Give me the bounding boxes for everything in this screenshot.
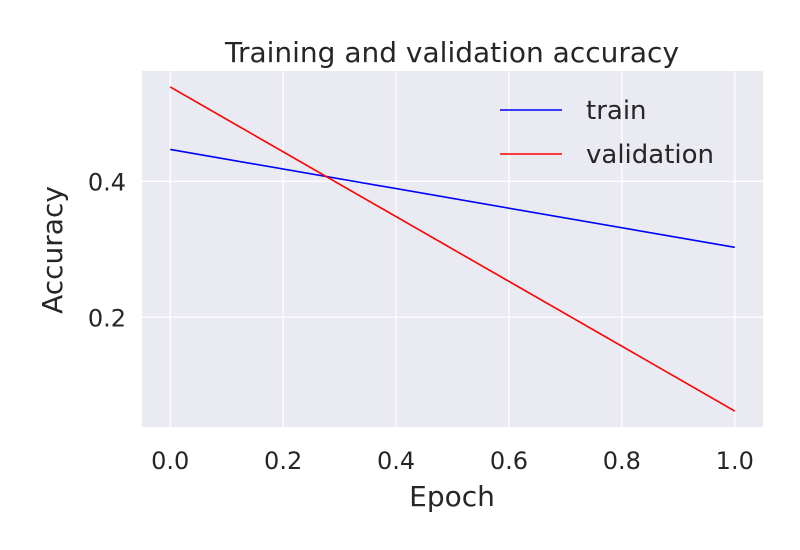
vertical-gridlines [169,71,736,427]
y-tick-label: 0.2 [88,304,126,332]
horizontal-gridlines [142,180,763,318]
y-axis-label: Accuracy [36,186,69,314]
x-tick-label: 0.4 [377,447,415,475]
x-tick-label: 0.2 [264,447,302,475]
x-tick-label: 0.6 [490,447,528,475]
series-line-train [170,148,735,249]
x-tick-labels: 0.0 0.2 0.4 0.6 0.8 1.0 [151,447,754,475]
x-axis-label: Epoch [409,480,495,513]
legend-label-validation: validation [586,140,714,170]
chart-title: Training and validation accuracy [224,36,679,69]
y-tick-label: 0.4 [88,168,126,196]
x-tick-label: 0.0 [151,447,189,475]
series-line-validation [169,86,736,412]
legend: train validation [500,96,714,170]
x-tick-label: 1.0 [716,447,754,475]
y-tick-labels: 0.2 0.4 [88,168,126,332]
series-lines [169,86,736,412]
legend-label-train: train [586,96,647,126]
x-tick-label: 0.8 [603,447,641,475]
